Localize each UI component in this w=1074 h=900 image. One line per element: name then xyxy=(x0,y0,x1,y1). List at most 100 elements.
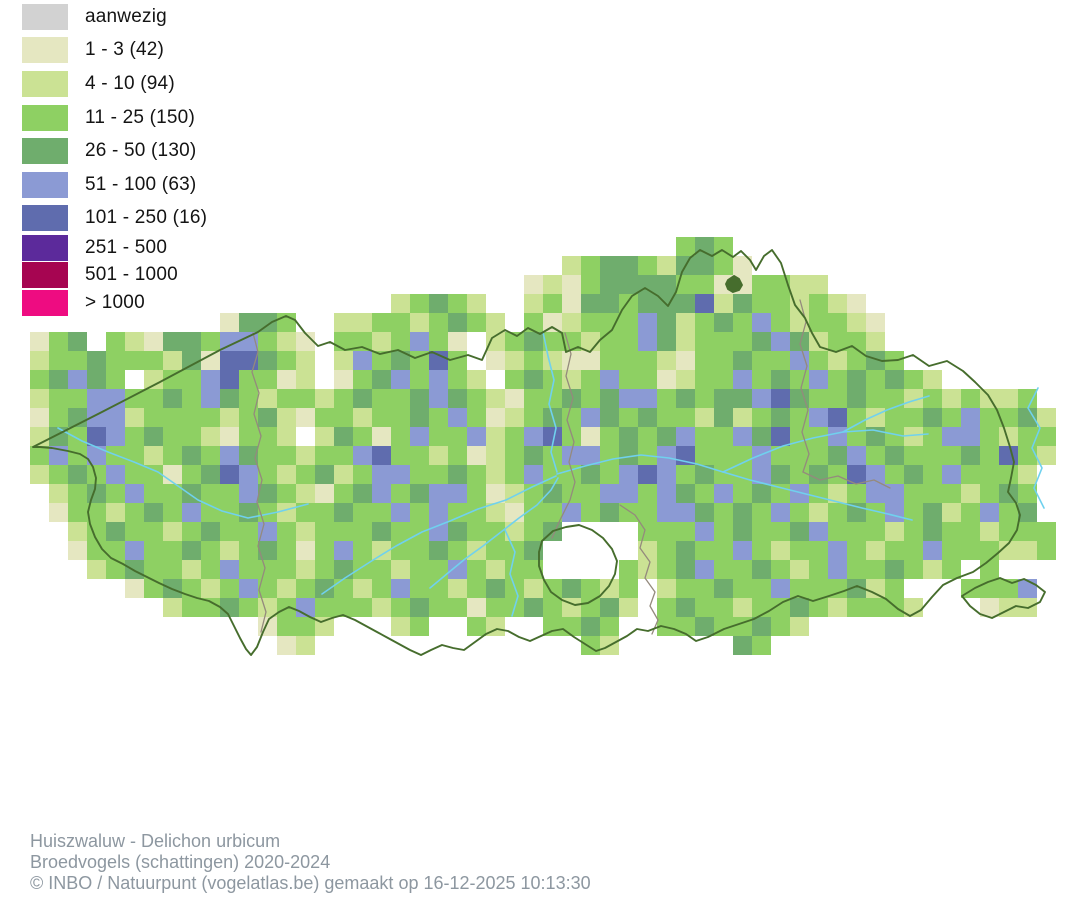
grid-cell xyxy=(752,408,771,427)
grid-cell xyxy=(505,408,524,427)
grid-cell xyxy=(961,446,980,465)
grid-cell xyxy=(657,522,676,541)
grid-cell xyxy=(372,332,391,351)
grid-cell xyxy=(182,522,201,541)
grid-cell xyxy=(980,503,999,522)
grid-cell xyxy=(543,313,562,332)
grid-cell xyxy=(87,541,106,560)
grid-cell xyxy=(866,560,885,579)
grid-cell xyxy=(923,484,942,503)
grid-cell xyxy=(562,465,581,484)
grid-cell xyxy=(524,389,543,408)
grid-cell xyxy=(524,408,543,427)
grid-cell xyxy=(334,313,353,332)
grid-cell xyxy=(543,275,562,294)
grid-cell xyxy=(486,351,505,370)
grid-cell xyxy=(486,446,505,465)
grid-cell xyxy=(182,465,201,484)
grid-cell xyxy=(657,503,676,522)
grid-cell xyxy=(448,541,467,560)
river-schelde-upper xyxy=(429,477,559,589)
grid-cell xyxy=(49,503,68,522)
grid-cell xyxy=(809,446,828,465)
grid-cell xyxy=(410,408,429,427)
grid-cell xyxy=(695,560,714,579)
grid-cell xyxy=(391,560,410,579)
grid-cell xyxy=(163,427,182,446)
grid-cell xyxy=(410,465,429,484)
grid-cell xyxy=(923,503,942,522)
grid-cell xyxy=(429,598,448,617)
grid-cell xyxy=(809,503,828,522)
grid-cell xyxy=(277,427,296,446)
grid-cell xyxy=(657,446,676,465)
grid-cell xyxy=(353,503,372,522)
grid-cell xyxy=(695,256,714,275)
grid-cell xyxy=(847,389,866,408)
grid-cell xyxy=(296,579,315,598)
grid-cell xyxy=(790,484,809,503)
grid-cell xyxy=(429,484,448,503)
grid-cell xyxy=(296,408,315,427)
grid-cell xyxy=(657,598,676,617)
legend-swatch xyxy=(22,105,68,131)
grid-cell xyxy=(885,389,904,408)
grid-cell xyxy=(239,598,258,617)
grid-cell xyxy=(600,427,619,446)
grid-cell xyxy=(828,446,847,465)
grid-cell xyxy=(676,541,695,560)
grid-cell xyxy=(182,503,201,522)
grid-cell xyxy=(771,294,790,313)
grid-cell xyxy=(562,579,581,598)
border-antwerp-limburg xyxy=(799,299,810,473)
grid-cell xyxy=(201,579,220,598)
grid-cell xyxy=(543,484,562,503)
grid-cell xyxy=(695,313,714,332)
grid-cell xyxy=(239,446,258,465)
grid-cell xyxy=(277,636,296,655)
grid-cell xyxy=(828,389,847,408)
grid-cell xyxy=(809,560,828,579)
grid-cell xyxy=(676,389,695,408)
grid-cell xyxy=(296,332,315,351)
grid-cell xyxy=(733,294,752,313)
grid-cell xyxy=(733,313,752,332)
grid-cell xyxy=(220,541,239,560)
grid-cell xyxy=(847,465,866,484)
grid-cell xyxy=(391,598,410,617)
grid-cell xyxy=(1018,522,1037,541)
grid-cell xyxy=(391,370,410,389)
grid-cell xyxy=(942,446,961,465)
grid-cell xyxy=(106,332,125,351)
grid-cell xyxy=(847,370,866,389)
legend-item-label: 51 - 100 (63) xyxy=(85,174,197,195)
grid-cell xyxy=(372,465,391,484)
grid-cell xyxy=(106,560,125,579)
grid-cell xyxy=(695,503,714,522)
grid-cell xyxy=(296,503,315,522)
grid-cell xyxy=(372,541,391,560)
grid-cell xyxy=(144,351,163,370)
grid-cell xyxy=(410,579,429,598)
grid-cell xyxy=(695,332,714,351)
grid-cell xyxy=(771,598,790,617)
legend-item-label: aanwezig xyxy=(85,6,167,27)
grid-cell xyxy=(391,446,410,465)
grid-cell xyxy=(296,636,315,655)
grid-cell xyxy=(239,389,258,408)
grid-cell xyxy=(391,313,410,332)
grid-cell xyxy=(581,408,600,427)
legend-swatch xyxy=(22,205,68,231)
flanders-outline xyxy=(32,249,1021,656)
grid-cell xyxy=(790,275,809,294)
grid-cell xyxy=(106,351,125,370)
legend-swatch xyxy=(22,262,68,288)
grid-cell xyxy=(771,389,790,408)
grid-cell xyxy=(1018,484,1037,503)
grid-cell xyxy=(467,370,486,389)
grid-cell xyxy=(410,351,429,370)
grid-cell xyxy=(448,370,467,389)
grid-cell xyxy=(923,446,942,465)
grid-cell xyxy=(486,522,505,541)
antwerp-port-mark xyxy=(725,275,743,293)
